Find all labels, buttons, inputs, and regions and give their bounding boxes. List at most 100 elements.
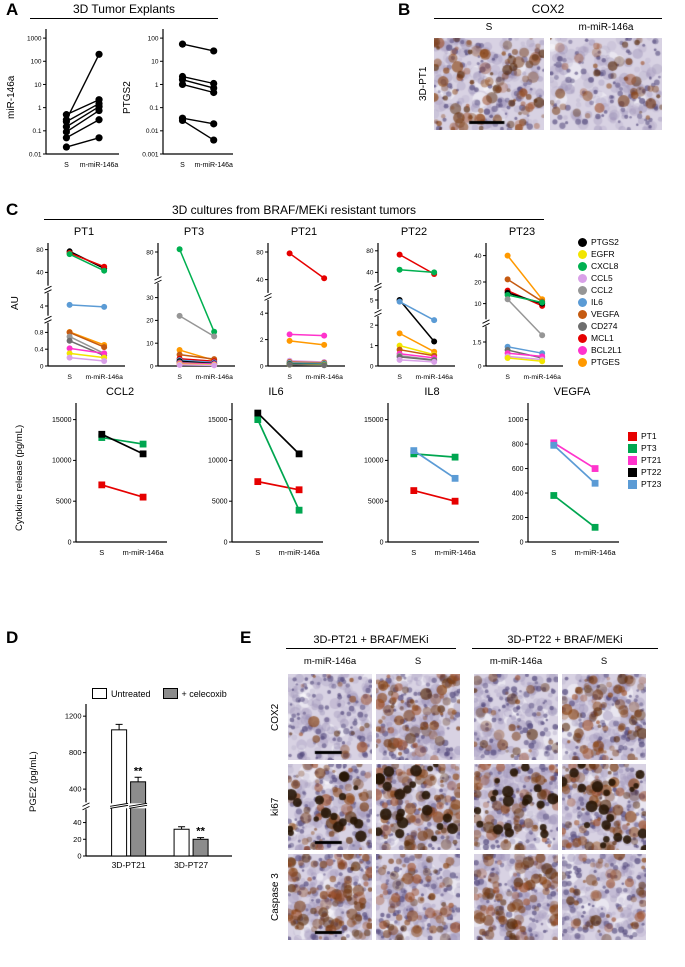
ihc-image-ki67-3d-pt22-s: [562, 764, 646, 850]
panel-b-row-label: 3D-PT1: [418, 66, 429, 102]
series-line: [507, 346, 543, 354]
series-line: [182, 83, 214, 94]
ihc-image-cox2-3d-pt21-m-mir-146a: [288, 674, 372, 760]
ihc-image-cox2-3d-pt22-s: [562, 674, 646, 760]
axis-break-slash: [82, 802, 90, 807]
series-line: [182, 119, 215, 141]
y-tick-label: 0: [150, 363, 154, 370]
panel-d-label: D: [6, 628, 19, 647]
legend-label: CD274: [591, 321, 618, 331]
ihc-image-3dpt1-mmir146a: [550, 38, 662, 130]
y-tick-label: 5000: [368, 499, 384, 506]
data-point: [295, 506, 303, 514]
x-category-label: m-miR-146a: [434, 548, 476, 557]
legend-label: + celecoxib: [181, 688, 227, 699]
data-point: [62, 117, 70, 126]
ihc-image-ki67-3d-pt21-s: [376, 764, 460, 850]
data-point: [286, 331, 293, 338]
legend-swatch: [578, 310, 587, 319]
data-point: [66, 329, 73, 336]
legend-item-pt1: PT1: [628, 432, 661, 441]
y-tick-label: 20: [146, 318, 154, 325]
data-point: [95, 106, 103, 115]
legend-label: EGFR: [591, 249, 615, 259]
series-line: [179, 353, 215, 360]
x-category-label: m-miR-146a: [195, 374, 233, 381]
data-point: [286, 337, 293, 344]
data-point: [321, 332, 328, 339]
y-tick-label: 15000: [208, 417, 228, 424]
legend-item-ccl2: CCL2: [578, 286, 622, 295]
x-category-label: 3D-PT21: [112, 860, 146, 870]
chart-svg: 0 10 20 30 80 S m-miR-146a: [146, 243, 235, 381]
panel-e-col3-label: m-miR-146a: [489, 656, 543, 667]
legend-item-pt21: PT21: [628, 456, 661, 465]
data-point: [101, 344, 108, 351]
il8-title: IL8: [424, 386, 440, 398]
y-tick-label: 400: [69, 785, 82, 794]
chart-svg: 0 200 400 600 800 1000 S m-miR-146a: [508, 403, 619, 557]
y-tick-label: 2: [260, 337, 264, 344]
data-point: [539, 299, 546, 306]
y-tick-label: 800: [69, 748, 82, 757]
data-point: [550, 492, 558, 499]
series-line: [179, 359, 215, 364]
axis-break-slash: [82, 805, 90, 811]
legend-swatch: [578, 286, 587, 295]
data-point: [211, 328, 218, 335]
series-line: [507, 352, 543, 358]
y-tick-label: 0: [68, 539, 72, 546]
data-point: [101, 303, 108, 310]
legend-item-pt22: PT22: [628, 468, 661, 477]
y-tick-label: 0: [260, 363, 264, 370]
y-tick-label: 1200: [65, 712, 82, 721]
pt1-title: PT1: [73, 226, 95, 238]
series-line: [507, 349, 543, 359]
data-point: [504, 296, 511, 303]
panel-e-group2-title: 3D-PT22 + BRAF/MEKi: [472, 634, 658, 649]
legend-swatch: [578, 322, 587, 331]
ccl2-title: CCL2: [105, 386, 135, 398]
panel-e-group1-title: 3D-PT21 + BRAF/MEKi: [286, 634, 456, 649]
data-point: [254, 409, 262, 417]
series-line: [289, 333, 325, 337]
y-tick-label: 10: [34, 82, 42, 89]
data-point: [410, 447, 418, 455]
panel-e-label: E: [240, 628, 252, 647]
y-tick-label: 100: [31, 59, 42, 66]
data-point: [550, 441, 558, 449]
y-tick-label: 0.8: [34, 330, 43, 337]
legend-label: PT21: [641, 455, 662, 465]
y-tick-label: 1000: [508, 417, 524, 424]
series-line: [182, 79, 214, 89]
y-tick-label: 0: [380, 539, 384, 546]
series-line: [507, 255, 543, 300]
series-line: [257, 480, 300, 491]
data-point: [176, 246, 183, 253]
data-point: [101, 357, 108, 364]
y-tick-label: 800: [512, 441, 524, 448]
data-point: [98, 481, 106, 489]
panel-b-column-s: S: [485, 22, 493, 33]
y-tick-label: 80: [256, 249, 264, 256]
legend-swatch: [628, 432, 637, 441]
data-point: [254, 478, 262, 486]
y-tick-label: 1000: [27, 35, 42, 42]
y-tick-label: 1: [155, 82, 159, 89]
y-tick-label: 5000: [56, 499, 72, 506]
bar: [173, 828, 190, 857]
series-line: [399, 344, 435, 356]
legend-label: PTGES: [591, 357, 620, 367]
x-category-label: S: [64, 162, 69, 169]
data-point: [66, 345, 73, 352]
panel-e-row-ki67-label: ki67: [270, 797, 281, 817]
legend-item-mcl1: MCL1: [578, 334, 622, 343]
treatment-legend: Untreated + celecoxib: [92, 688, 227, 699]
axis-break-slash: [264, 296, 272, 301]
y-tick-label: 10000: [364, 458, 384, 465]
data-point: [66, 337, 73, 344]
y-tick-label: 0: [520, 539, 524, 546]
